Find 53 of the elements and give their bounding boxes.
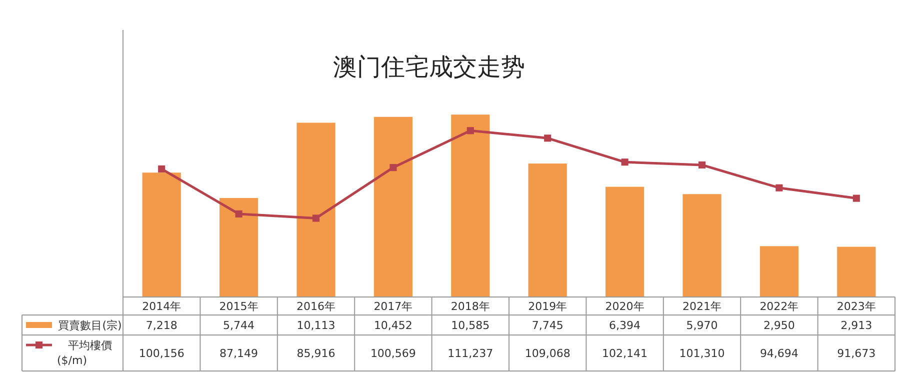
data-label: 10,113	[296, 319, 336, 332]
x-tick-label: 2023年	[836, 300, 876, 313]
data-label: 87,149	[220, 347, 258, 360]
point	[466, 127, 474, 134]
point	[544, 134, 552, 142]
data-label: 91,673	[837, 347, 876, 360]
x-tick-label: 2017年	[374, 300, 413, 313]
bar	[296, 122, 336, 297]
data-label: 101,310	[679, 347, 725, 360]
x-tick-label: 2018年	[450, 300, 490, 313]
data-label: 2,913	[840, 319, 872, 332]
data-label: 94,694	[760, 347, 798, 360]
data-label: 85,916	[296, 347, 336, 360]
bar	[837, 246, 876, 297]
bar	[374, 116, 412, 297]
data-label: 10,585	[451, 319, 490, 332]
point	[312, 214, 320, 222]
x-tick-label: 2020年	[605, 300, 644, 313]
x-tick-label: 2019年	[528, 300, 568, 313]
point	[776, 184, 783, 192]
data-label: 5,970	[686, 319, 718, 332]
data-label: 2,950	[763, 319, 795, 332]
bar	[142, 172, 181, 297]
data-label: 7,745	[532, 319, 564, 332]
point	[390, 164, 397, 172]
legend-label: 平均樓價 ($/m)	[56, 339, 112, 367]
legend-label: 買賣數目(宗)	[58, 319, 122, 332]
point	[698, 161, 706, 169]
x-tick-label: 2022年	[760, 300, 799, 313]
data-label: 10,452	[374, 319, 412, 332]
chart-title: 澳门住宅成交走势	[333, 53, 525, 81]
data-label: 100,156	[138, 347, 184, 360]
point	[158, 165, 166, 172]
x-tick-label: 2015年	[219, 300, 258, 313]
data-label: 100,569	[370, 347, 416, 360]
bar	[682, 194, 722, 297]
data-label: 5,744	[223, 319, 255, 332]
bar	[760, 246, 798, 297]
data-label: 6,394	[609, 319, 641, 332]
x-tick-label: 2014年	[142, 300, 182, 313]
data-label: 111,237	[448, 347, 494, 360]
data-label: 7,218	[146, 319, 178, 332]
x-tick-label: 2016年	[296, 300, 336, 313]
bar	[220, 198, 258, 297]
point	[235, 210, 242, 218]
bar	[528, 164, 567, 297]
data-label: 102,141	[602, 347, 648, 360]
x-tick-label: 2021年	[682, 300, 722, 313]
bar	[451, 114, 490, 297]
data-label: 109,068	[524, 347, 570, 360]
point	[621, 158, 628, 166]
point	[852, 194, 860, 202]
bar	[606, 186, 644, 297]
